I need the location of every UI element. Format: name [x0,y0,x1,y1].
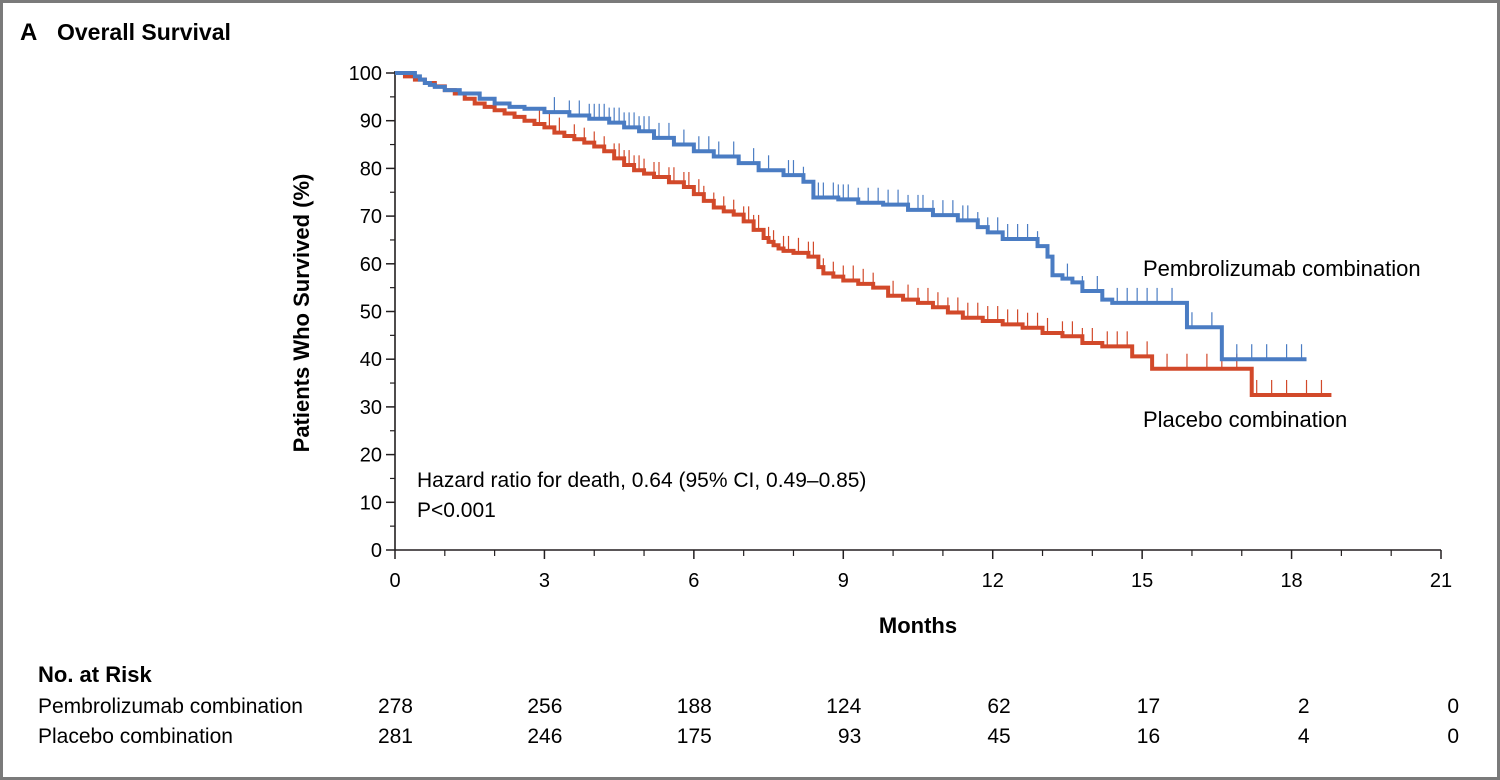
plot-area: 0 10 20 30 40 50 60 70 80 90 100 0 3 6 9 12 15 18 21 [349,63,1453,592]
risk-value: 124 [826,695,861,718]
y-tick-label: 0 [371,540,382,562]
p-value-annotation: P<0.001 [417,499,496,522]
risk-value: 0 [1447,725,1459,748]
risk-value: 2 [1298,695,1310,718]
x-axis-title: Months [879,613,957,638]
x-tick-label: 3 [539,570,550,592]
panel-title: Overall Survival [57,19,231,45]
x-tick-label: 0 [389,570,400,592]
risk-value: 175 [677,725,712,748]
risk-value: 256 [527,695,562,718]
hazard-ratio-annotation: Hazard ratio for death, 0.64 (95% CI, 0.… [417,469,866,492]
y-tick-label: 70 [360,206,382,228]
risk-value: 45 [987,725,1010,748]
x-tick-label: 15 [1131,570,1153,592]
x-tick-label: 6 [688,570,699,592]
risk-value: 16 [1137,725,1160,748]
x-tick-label: 18 [1280,570,1302,592]
risk-value: 246 [527,725,562,748]
risk-value: 0 [1447,695,1459,718]
series-label-placebo: Placebo combination [1143,407,1347,432]
km-curve-pembrolizumab [395,71,1307,362]
risk-value: 188 [677,695,712,718]
risk-value: 62 [987,695,1010,718]
x-tick-label: 21 [1430,570,1452,592]
y-tick-label: 20 [360,445,382,467]
risk-row-label-pembrolizumab: Pembrolizumab combination [38,695,303,718]
y-tick-label: 50 [360,302,382,324]
panel-letter: A [20,19,37,46]
x-tick-label: 9 [838,570,849,592]
y-tick-label: 100 [349,63,382,85]
risk-value: 17 [1137,695,1160,718]
risk-value: 93 [838,725,861,748]
risk-table-values: 278 256 188 124 62 17 2 0 281 246 175 93 45 16 4 0 [378,695,1459,748]
risk-value: 4 [1298,725,1310,748]
y-tick-label: 80 [360,158,382,180]
risk-row-label-placebo: Placebo combination [38,725,233,748]
y-tick-label: 40 [360,349,382,371]
y-axis-title: Patients Who Survived (%) [289,174,314,453]
risk-value: 278 [378,695,413,718]
y-tick-label: 10 [360,492,382,514]
x-tick-label: 12 [982,570,1004,592]
y-tick-label: 30 [360,397,382,419]
risk-table-title: No. at Risk [38,662,152,687]
series-label-pembrolizumab: Pembrolizumab combination [1143,256,1421,281]
y-tick-label: 90 [360,111,382,133]
risk-value: 281 [378,725,413,748]
km-curve-placebo [395,71,1332,397]
y-tick-label: 60 [360,254,382,276]
